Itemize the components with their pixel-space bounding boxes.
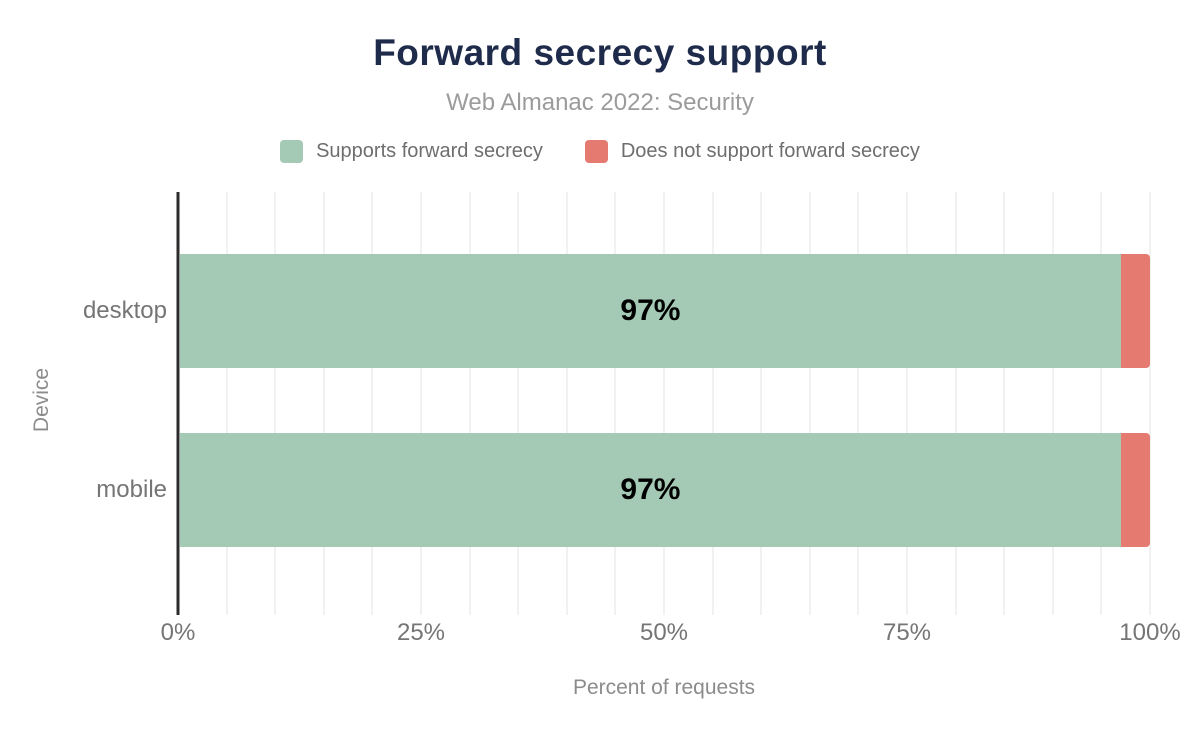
bar-value-label: 97% <box>620 473 681 506</box>
gridline <box>565 192 568 615</box>
legend: Supports forward secrecy Does not support… <box>0 140 1200 163</box>
x-tick-label: 75% <box>882 619 932 646</box>
x-tick-label: 0% <box>160 619 196 646</box>
gridline <box>468 192 471 615</box>
legend-label: Supports forward secrecy <box>316 140 543 162</box>
x-tick-label: 50% <box>639 619 689 646</box>
bar-value-label: 97% <box>620 294 681 327</box>
legend-swatch-icon <box>584 140 608 163</box>
x-axis-title: Percent of requests <box>572 676 756 699</box>
gridline <box>906 192 908 615</box>
bar-segment-does-not-support <box>1120 254 1150 368</box>
gridline <box>517 192 520 615</box>
gridline <box>760 192 763 615</box>
gridline <box>322 192 325 615</box>
gridline <box>1051 192 1054 615</box>
legend-swatch-icon <box>280 140 304 163</box>
y-axis-title: Device <box>30 367 53 433</box>
gridline <box>808 192 811 615</box>
x-tick-label: 25% <box>396 619 446 646</box>
category-label: desktop <box>82 297 167 324</box>
gridline <box>663 192 665 615</box>
bar-row-mobile: mobile 97% <box>96 433 1150 547</box>
gridline <box>1100 192 1103 615</box>
bar-segment-supports: 97% <box>180 433 1121 547</box>
y-axis-line <box>176 192 180 615</box>
gridline <box>274 192 277 615</box>
gridline <box>371 192 374 615</box>
legend-label: Does not support forward secrecy <box>620 140 920 162</box>
bar-row-desktop: desktop 97% <box>83 254 1150 368</box>
gridline <box>954 192 957 615</box>
category-label: mobile <box>96 476 167 503</box>
gridline <box>857 192 860 615</box>
gridline <box>614 192 617 615</box>
gridline <box>1149 192 1151 615</box>
gridline <box>420 192 422 615</box>
bar-segment-does-not-support <box>1120 433 1150 547</box>
legend-item: Does not support forward secrecy <box>584 140 920 163</box>
chart-subtitle: Web Almanac 2022: Security <box>446 89 754 116</box>
gridline <box>1003 192 1006 615</box>
gridline <box>225 192 228 615</box>
x-tick-label: 100% <box>1119 619 1181 646</box>
bar-segment-supports: 97% <box>180 254 1121 368</box>
plot-area: Percent of requests desktop 97% mobile 97% 0… <box>83 192 1181 699</box>
gridline <box>711 192 714 615</box>
legend-item: Supports forward secrecy <box>280 140 543 163</box>
chart-title: Forward secrecy support <box>373 32 827 73</box>
